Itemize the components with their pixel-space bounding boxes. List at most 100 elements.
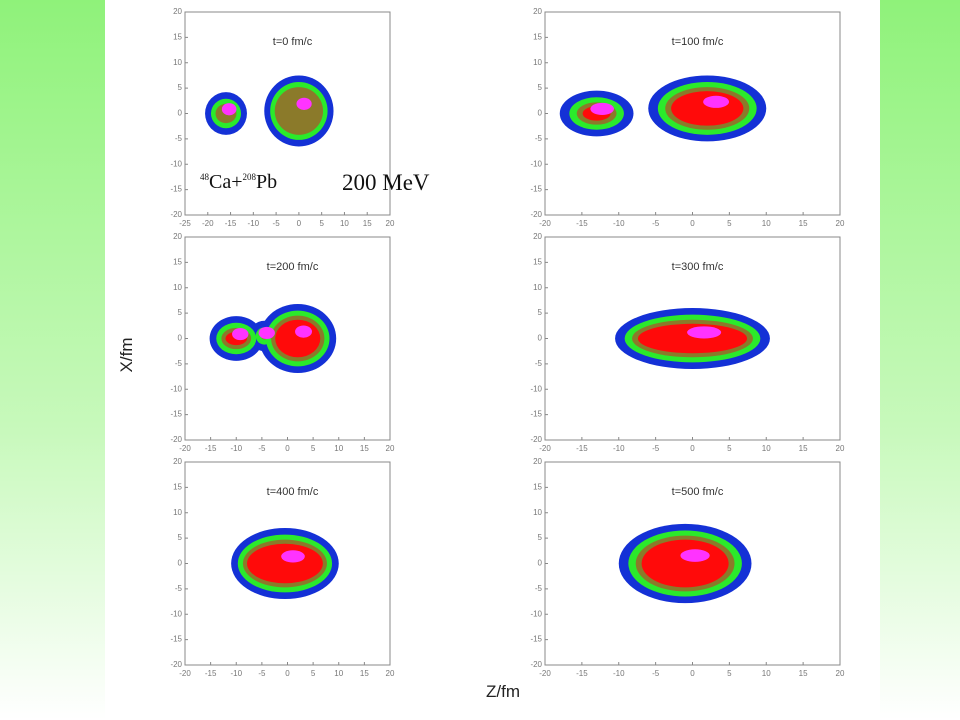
y-tick-label: -20 bbox=[170, 210, 182, 219]
density-core bbox=[232, 327, 249, 341]
x-tick-label: 0 bbox=[297, 219, 302, 228]
y-tick-label: 10 bbox=[173, 58, 182, 67]
y-tick-label: 20 bbox=[533, 457, 542, 466]
x-tick-label: -20 bbox=[539, 669, 551, 678]
y-tick-label: 0 bbox=[178, 334, 183, 343]
x-tick-label: -10 bbox=[613, 219, 625, 228]
y-tick-label: -20 bbox=[170, 435, 182, 444]
y-tick-label: -10 bbox=[170, 384, 182, 393]
y-tick-label: 10 bbox=[173, 508, 182, 517]
x-tick-label: 0 bbox=[690, 669, 695, 678]
x-tick-label: 0 bbox=[285, 669, 290, 678]
x-tick-label: 5 bbox=[727, 219, 732, 228]
density-core bbox=[295, 325, 312, 338]
element1: Ca+ bbox=[209, 171, 243, 193]
x-tick-label: 15 bbox=[360, 669, 369, 678]
density-contour bbox=[274, 87, 324, 135]
x-tick-label: 5 bbox=[311, 444, 316, 453]
x-tick-label: 10 bbox=[762, 669, 771, 678]
y-tick-label: -15 bbox=[530, 635, 542, 644]
x-axis-label: Z/fm bbox=[486, 682, 520, 701]
panel-title: t=400 fm/c bbox=[267, 486, 319, 498]
x-tick-label: 10 bbox=[334, 669, 343, 678]
x-tick-label: 0 bbox=[285, 444, 290, 453]
density-core bbox=[703, 95, 730, 108]
panel-title: t=500 fm/c bbox=[672, 486, 724, 498]
y-tick-label: -5 bbox=[175, 359, 183, 368]
y-tick-label: 10 bbox=[533, 58, 542, 67]
x-tick-label: 20 bbox=[386, 444, 395, 453]
density-core bbox=[680, 549, 710, 562]
x-tick-label: -15 bbox=[576, 444, 588, 453]
density-core bbox=[258, 326, 275, 340]
y-tick-label: 10 bbox=[533, 283, 542, 292]
x-tick-label: -20 bbox=[179, 669, 191, 678]
reaction-label: 48Ca+208Pb bbox=[200, 171, 277, 193]
y-tick-label: 15 bbox=[173, 482, 182, 491]
y-tick-label: -20 bbox=[530, 660, 542, 669]
y-tick-label: 10 bbox=[173, 283, 182, 292]
y-tick-label: 15 bbox=[533, 482, 542, 491]
density-core bbox=[221, 103, 237, 116]
mass2: 208 bbox=[243, 172, 257, 182]
density-core bbox=[281, 550, 305, 563]
y-tick-label: 15 bbox=[173, 257, 182, 266]
x-tick-label: 10 bbox=[762, 219, 771, 228]
y-tick-label: -20 bbox=[530, 210, 542, 219]
x-tick-label: 10 bbox=[334, 444, 343, 453]
y-tick-label: 5 bbox=[538, 533, 543, 542]
x-tick-label: -20 bbox=[539, 219, 551, 228]
y-tick-label: 20 bbox=[173, 232, 182, 241]
x-tick-label: 5 bbox=[727, 669, 732, 678]
density-core bbox=[687, 326, 722, 339]
x-tick-label: 20 bbox=[386, 219, 395, 228]
y-tick-label: 15 bbox=[533, 257, 542, 266]
x-tick-label: 20 bbox=[386, 669, 395, 678]
x-tick-label: 0 bbox=[690, 219, 695, 228]
y-tick-label: 10 bbox=[533, 508, 542, 517]
x-tick-label: 20 bbox=[836, 219, 845, 228]
y-tick-label: 0 bbox=[178, 109, 183, 118]
x-tick-label: -10 bbox=[613, 669, 625, 678]
panel-title: t=0 fm/c bbox=[273, 36, 313, 48]
x-tick-label: -5 bbox=[652, 444, 660, 453]
y-tick-label: 20 bbox=[173, 7, 182, 16]
x-tick-label: -15 bbox=[205, 444, 217, 453]
x-tick-label: -15 bbox=[205, 669, 217, 678]
y-tick-label: 5 bbox=[538, 308, 543, 317]
energy-label: 200 MeV bbox=[342, 170, 430, 195]
y-tick-label: 20 bbox=[533, 7, 542, 16]
y-tick-label: 0 bbox=[538, 109, 543, 118]
y-tick-label: -10 bbox=[530, 609, 542, 618]
y-tick-label: -15 bbox=[170, 410, 182, 419]
x-tick-label: 15 bbox=[360, 444, 369, 453]
y-tick-label: -5 bbox=[175, 134, 183, 143]
density-core bbox=[296, 97, 312, 110]
panel-title: t=200 fm/c bbox=[267, 261, 319, 273]
y-tick-label: -5 bbox=[535, 134, 543, 143]
x-tick-label: -5 bbox=[273, 219, 281, 228]
y-tick-label: 15 bbox=[533, 32, 542, 41]
plots: t=0 fm/c-25 -20 -15 -10 -5 0 5 10 15 2020151050-5… bbox=[170, 7, 845, 678]
y-tick-label: 0 bbox=[538, 559, 543, 568]
x-tick-label: 5 bbox=[727, 444, 732, 453]
x-tick-label: 10 bbox=[340, 219, 349, 228]
x-tick-label: 15 bbox=[363, 219, 372, 228]
y-tick-label: -15 bbox=[170, 185, 182, 194]
x-tick-label: 15 bbox=[799, 669, 808, 678]
density-contour bbox=[275, 319, 321, 358]
x-tick-label: 10 bbox=[762, 444, 771, 453]
x-tick-label: 20 bbox=[836, 669, 845, 678]
x-tick-label: -20 bbox=[179, 444, 191, 453]
x-tick-label: -10 bbox=[230, 444, 242, 453]
y-tick-label: 20 bbox=[533, 232, 542, 241]
x-tick-label: -10 bbox=[248, 219, 260, 228]
x-tick-label: 15 bbox=[799, 219, 808, 228]
y-tick-label: -20 bbox=[170, 660, 182, 669]
element2: Pb bbox=[256, 171, 277, 193]
y-tick-label: -10 bbox=[170, 609, 182, 618]
y-tick-label: -10 bbox=[530, 384, 542, 393]
x-tick-label: -15 bbox=[576, 669, 588, 678]
y-tick-label: -15 bbox=[530, 185, 542, 194]
